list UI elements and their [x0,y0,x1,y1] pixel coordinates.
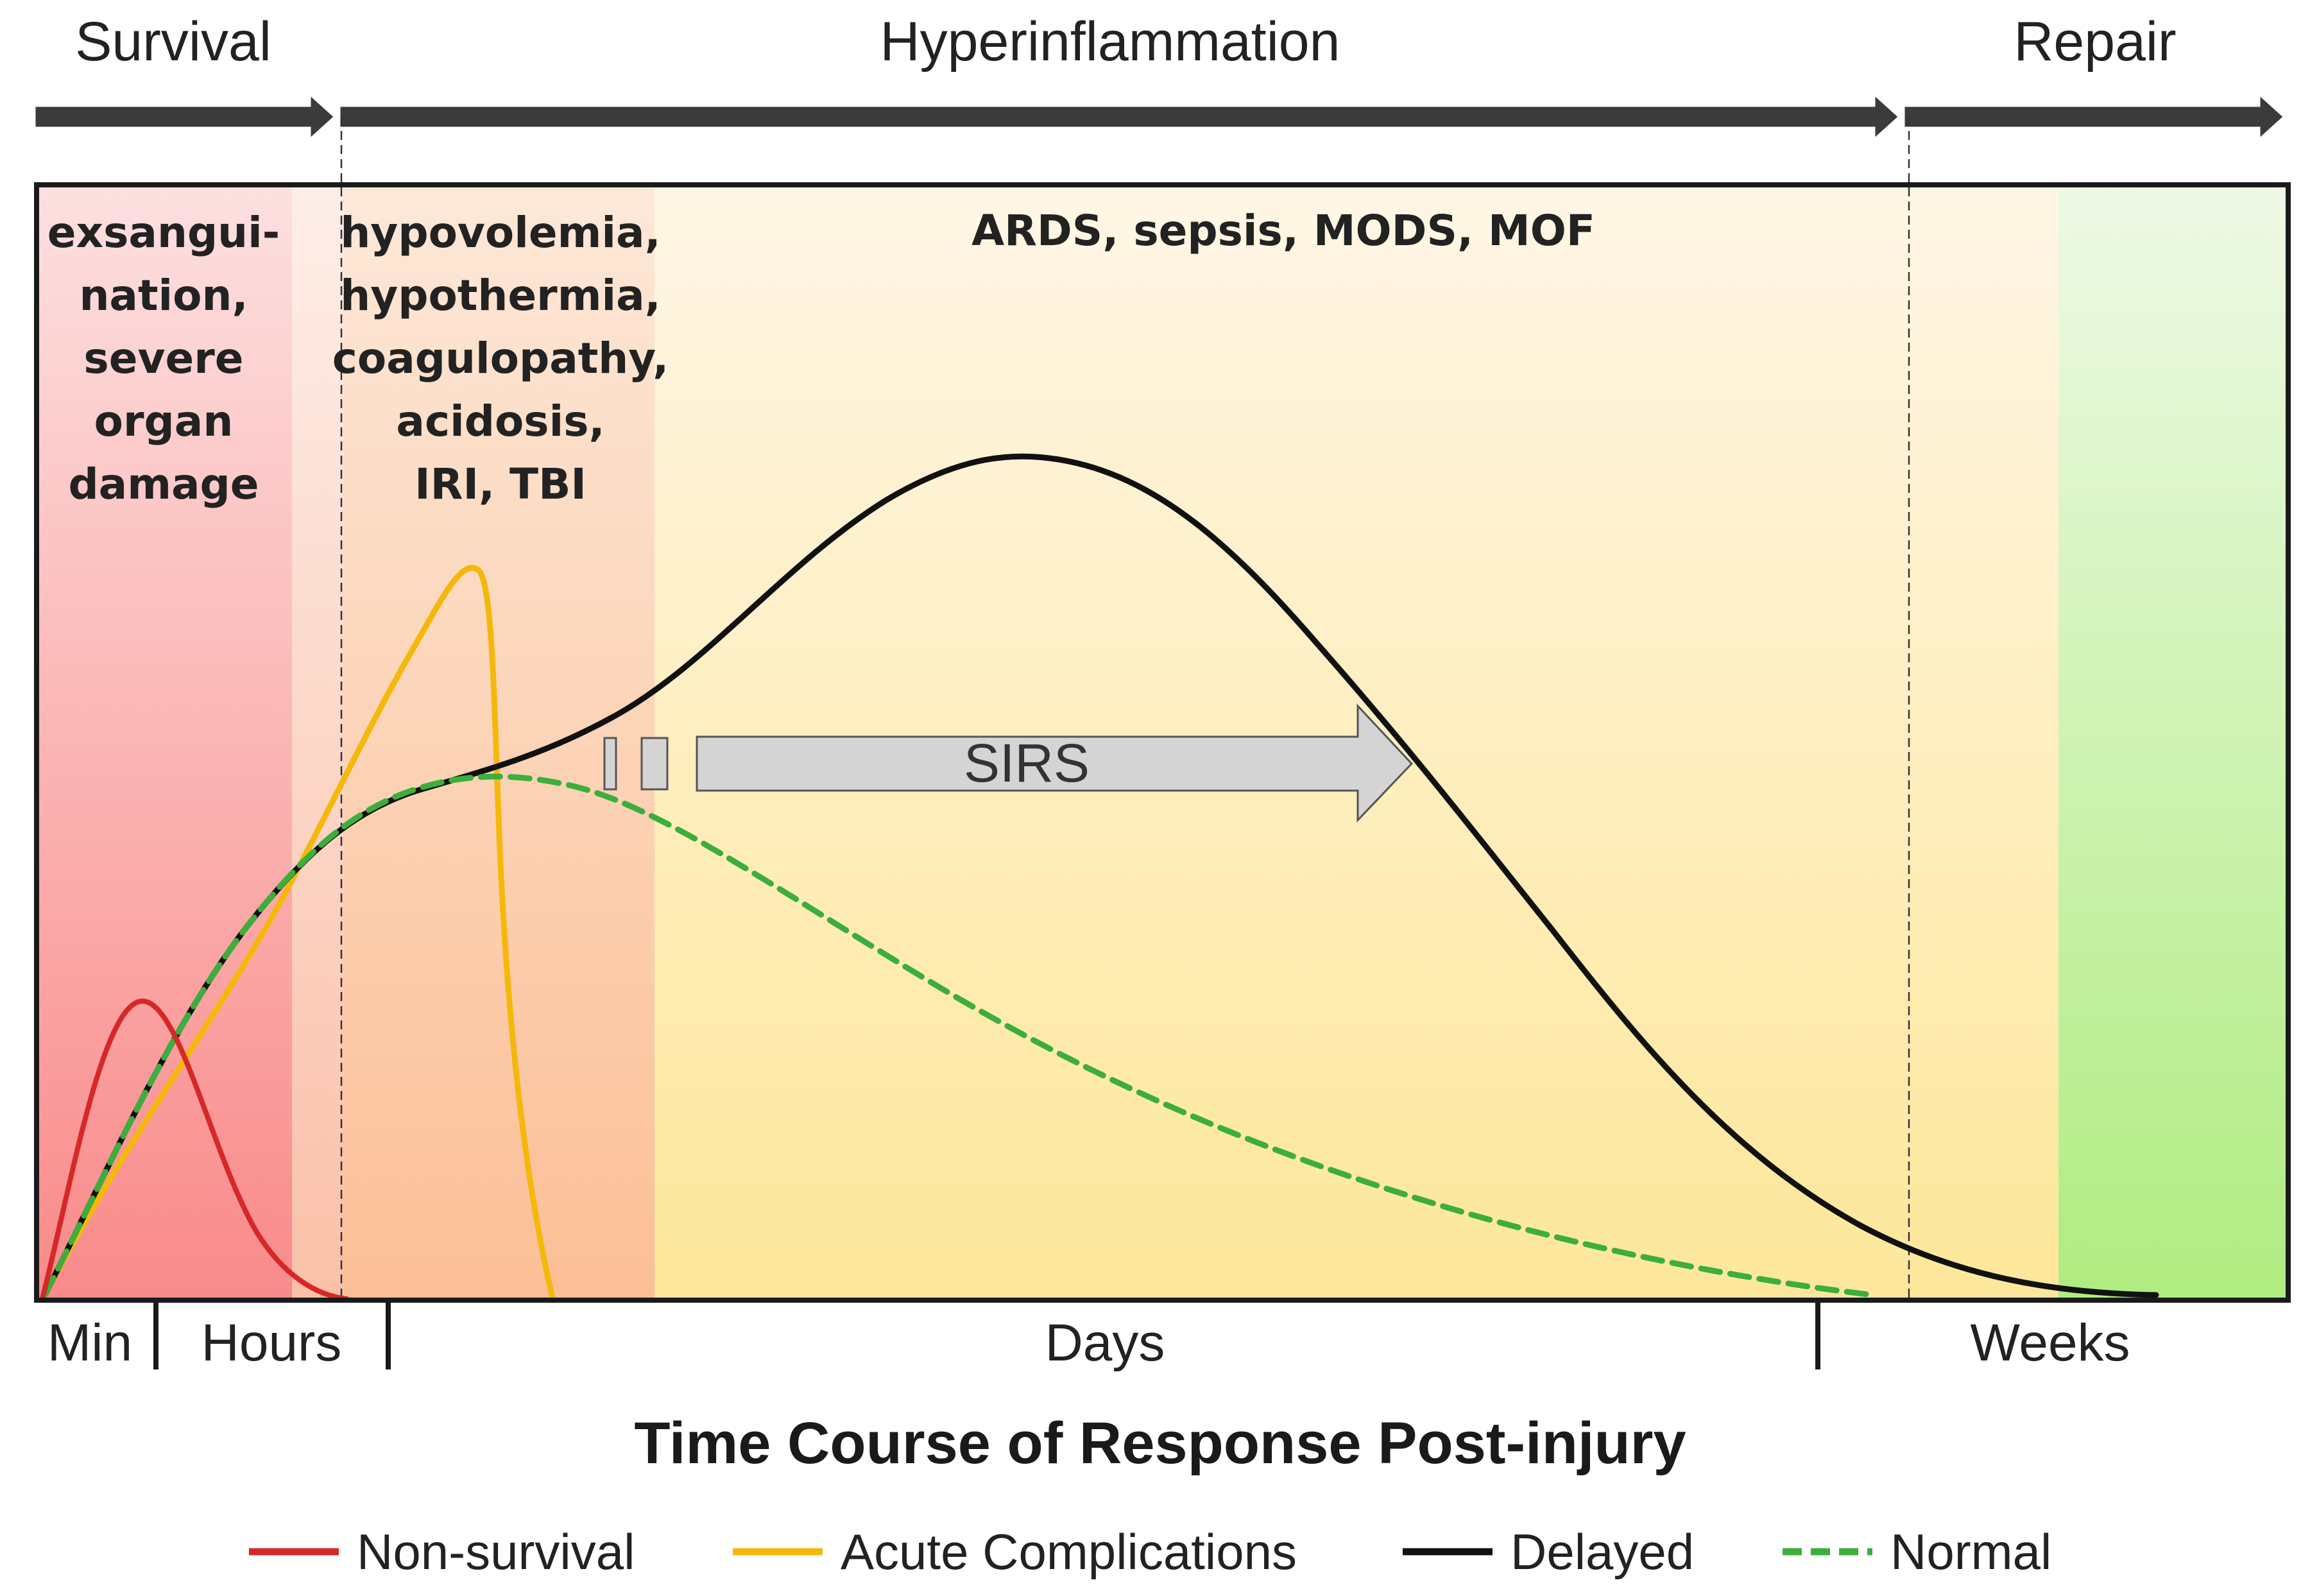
phase-label-hyperinflammation: Hyperinflammation [880,11,1340,73]
legend-label-non-survival: Non-survival [357,1523,635,1580]
curve-acute-complications [42,565,556,1303]
zone-repair [2058,185,2288,1300]
sirs-break-mark [603,737,617,791]
legend-label-normal: Normal [1890,1523,2051,1580]
repair-arrow [1904,96,2283,137]
zone-transition [292,185,343,1300]
sirs-arrow [696,703,1414,823]
time-axis: Min Hours Days Weeks [47,1300,2130,1372]
survival-condition-line: organ [94,397,234,446]
legend-label-acute: Acute Complications [841,1523,1297,1580]
phase-arrows [35,96,2283,137]
zone-backgrounds [37,185,2288,1300]
survival-condition-line: damage [68,459,259,509]
plot-frame [34,182,2291,1303]
diagram-title: Time Course of Response Post-injury [634,1411,1686,1476]
sirs-break-mark [640,737,669,791]
acute-condition-line: acidosis, [396,397,604,446]
phase-label-repair: Repair [2014,11,2176,73]
curve-normal [42,773,1877,1298]
phase-label-survival: Survival [75,11,271,73]
survival-arrow [35,96,334,137]
curve-delayed [42,453,2159,1298]
acute-condition-line: hypothermia, [340,271,660,320]
acute-condition-line: IRI, TBI [415,459,586,509]
axis-label-weeks: Weeks [1970,1314,2130,1372]
legend-label-delayed: Delayed [1510,1523,1694,1580]
axis-label-hours: Hours [201,1314,342,1372]
acute-condition-line: coagulopathy, [332,334,669,383]
acute-condition-line: hypovolemia, [340,208,660,257]
legend: Non-survival Acute Complications Delayed… [249,1523,2051,1580]
survival-condition-line: severe [83,334,243,383]
survival-condition-line: nation, [79,271,248,320]
zone-acute [343,185,654,1300]
axis-label-days: Days [1045,1314,1165,1372]
curve-non-survival [40,999,349,1301]
axis-label-min: Min [47,1314,132,1372]
hyperinflammation-arrow [340,96,1898,137]
zone-survival [37,185,292,1300]
sirs-label: SIRS [964,733,1090,793]
acute-conditions: hypovolemia, hypothermia, coagulopathy, … [332,208,669,509]
survival-condition-line: exsangui- [47,208,280,257]
sirs-arrow-group: SIRS [603,703,1414,823]
survival-conditions: exsangui- nation, severe organ damage [47,208,280,509]
delayed-conditions: ARDS, sepsis, MODS, MOF [971,206,1595,255]
response-curves [40,453,2159,1303]
